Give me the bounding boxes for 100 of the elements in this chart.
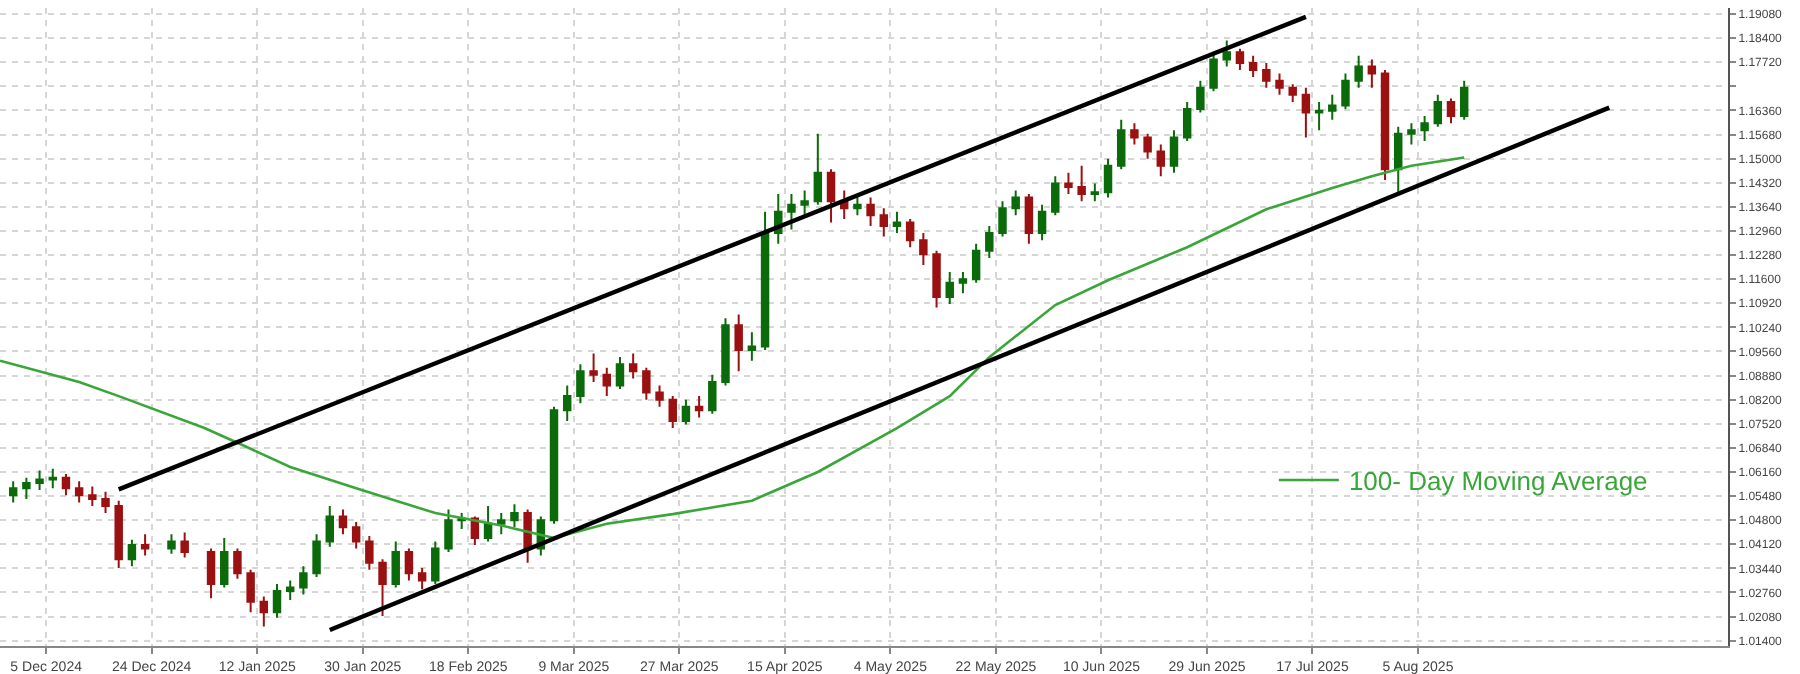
candlestick	[734, 313, 743, 373]
candlestick	[708, 373, 717, 415]
candlestick	[8, 480, 18, 504]
candlestick	[866, 196, 875, 227]
candlestick	[114, 499, 123, 570]
candlestick	[497, 512, 506, 536]
candlestick	[1420, 115, 1429, 142]
candlestick	[1051, 175, 1060, 217]
candlestick	[1341, 72, 1350, 111]
candlestick	[1130, 122, 1139, 146]
candlestick	[1459, 79, 1469, 121]
candlestick	[985, 224, 994, 259]
candlestick	[1394, 125, 1403, 196]
candlestick	[35, 469, 44, 492]
legend-label: 100- Day Moving Average	[1348, 466, 1648, 497]
candlestick	[919, 232, 928, 266]
candlestick	[22, 476, 31, 500]
candlestick	[1103, 157, 1113, 199]
candlestick	[1037, 203, 1047, 242]
candlestick	[655, 384, 664, 408]
candlestick	[800, 189, 809, 217]
candlestick	[48, 467, 57, 490]
candlestick	[1090, 182, 1100, 203]
candlestick	[1262, 61, 1271, 89]
candlestick	[681, 398, 691, 426]
candlestick	[813, 132, 823, 206]
candlestick	[589, 352, 598, 383]
candlestick	[998, 200, 1007, 238]
candlestick	[88, 485, 97, 507]
candlestick	[1380, 69, 1390, 181]
candlestick	[351, 520, 361, 550]
candlestick	[905, 217, 915, 249]
candlestick	[1143, 132, 1152, 160]
candlestick	[431, 540, 440, 585]
candlestick	[1407, 122, 1416, 146]
candlestick	[1367, 58, 1377, 89]
candlestick	[1209, 51, 1218, 93]
candlestick	[1077, 164, 1086, 203]
candlestick	[971, 242, 981, 284]
candlestick	[510, 503, 519, 529]
candlestick	[483, 505, 493, 543]
candlestick	[1328, 93, 1337, 121]
candlestick	[444, 508, 453, 554]
candlestick	[101, 490, 110, 515]
candlestick	[1196, 79, 1205, 114]
candlestick	[312, 533, 321, 578]
candlestick	[378, 558, 387, 617]
candlestick	[180, 531, 189, 559]
candlestick	[259, 595, 269, 628]
candlestick	[417, 567, 427, 591]
candlestick	[562, 384, 572, 422]
candlestick	[365, 535, 374, 571]
candlestick	[1433, 93, 1443, 128]
candlestick	[1235, 47, 1245, 72]
candlestick	[140, 533, 150, 557]
candlestick	[760, 210, 770, 352]
candlestick	[892, 210, 902, 235]
candlestick	[167, 533, 176, 555]
candlestick	[826, 168, 836, 224]
candlestick	[220, 536, 229, 589]
candlestick	[576, 363, 585, 405]
candlestick	[1169, 129, 1179, 174]
candlestick	[602, 366, 612, 398]
candlestick	[404, 547, 414, 582]
candlestick	[787, 193, 796, 231]
candlestick	[958, 271, 968, 295]
candlestick	[206, 547, 216, 600]
candlestick	[74, 480, 84, 504]
candlestick	[628, 352, 638, 380]
candlestick	[853, 193, 862, 217]
candlestick	[1116, 118, 1126, 171]
candlestick	[233, 547, 242, 580]
candlestick	[1446, 97, 1456, 125]
candlestick	[1314, 100, 1324, 132]
candlestick	[879, 207, 889, 238]
candlestick	[1011, 189, 1020, 217]
candlestick	[642, 366, 651, 401]
candlestick	[1156, 143, 1166, 178]
candlestick	[127, 538, 137, 568]
candlestick	[615, 356, 625, 391]
candlestick	[338, 508, 348, 536]
candlestick	[285, 579, 295, 601]
candlestick	[246, 568, 255, 614]
candlestick	[1182, 100, 1192, 142]
candlestick	[1354, 54, 1363, 89]
candlestick	[945, 271, 954, 305]
candlestick	[721, 317, 730, 387]
candlestick	[61, 473, 71, 497]
candlestick	[1301, 86, 1311, 139]
candlestick	[549, 405, 559, 525]
candlestick	[1248, 54, 1258, 79]
candlestick	[272, 582, 282, 619]
line-series	[0, 156, 1466, 540]
candlestick	[1222, 39, 1231, 68]
candlestick	[391, 540, 400, 589]
candlestick	[694, 395, 704, 419]
candlestick	[932, 249, 941, 309]
candlestick	[1024, 193, 1034, 245]
candlestick	[1288, 83, 1297, 103]
candlestick	[325, 505, 334, 548]
